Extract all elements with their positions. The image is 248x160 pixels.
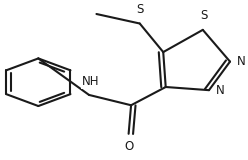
Text: S: S xyxy=(200,9,208,22)
Text: NH: NH xyxy=(82,75,99,88)
Text: N: N xyxy=(216,84,225,97)
Text: S: S xyxy=(136,3,143,16)
Text: N: N xyxy=(237,55,246,68)
Text: O: O xyxy=(124,140,133,153)
